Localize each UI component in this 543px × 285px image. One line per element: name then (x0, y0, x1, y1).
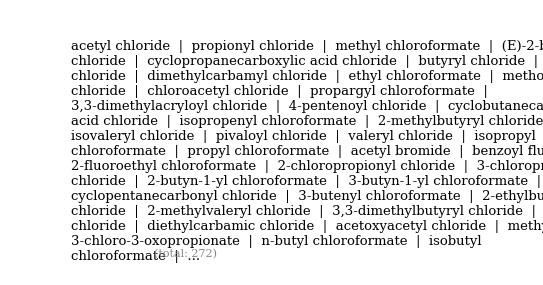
Text: cyclopentanecarbonyl chloride  |  3-butenyl chloroformate  |  2-ethylbutyryl: cyclopentanecarbonyl chloride | 3-buteny… (71, 190, 543, 203)
Text: isovaleryl chloride  |  pivaloyl chloride  |  valeryl chloride  |  isopropyl: isovaleryl chloride | pivaloyl chloride … (71, 130, 536, 143)
Text: chloride  |  chloroacetyl chloride  |  propargyl chloroformate  |: chloride | chloroacetyl chloride | propa… (71, 85, 488, 98)
Text: 3-chloro-3-oxopropionate  |  n-butyl chloroformate  |  isobutyl: 3-chloro-3-oxopropionate | n-butyl chlor… (71, 235, 482, 248)
Text: acid chloride  |  isopropenyl chloroformate  |  2-methylbutyryl chloride  |: acid chloride | isopropenyl chloroformat… (71, 115, 543, 128)
Text: 2-fluoroethyl chloroformate  |  2-chloropropionyl chloride  |  3-chloropropionyl: 2-fluoroethyl chloroformate | 2-chloropr… (71, 160, 543, 173)
Text: chloride  |  2-butyn-1-yl chloroformate  |  3-butyn-1-yl chloroformate  |: chloride | 2-butyn-1-yl chloroformate | … (71, 175, 541, 188)
Text: chloride  |  diethylcarbamic chloride  |  acetoxyacetyl chloride  |  methyl: chloride | diethylcarbamic chloride | ac… (71, 220, 543, 233)
Text: chloroformate  |  propyl chloroformate  |  acetyl bromide  |  benzoyl fluoride  : chloroformate | propyl chloroformate | a… (71, 145, 543, 158)
Text: chloride  |  dimethylcarbamyl chloride  |  ethyl chloroformate  |  methoxyacetyl: chloride | dimethylcarbamyl chloride | e… (71, 70, 543, 83)
Text: acetyl chloride  |  propionyl chloride  |  methyl chloroformate  |  (E)-2-buteno: acetyl chloride | propionyl chloride | m… (71, 40, 543, 53)
Text: chloride  |  cyclopropanecarboxylic acid chloride  |  butyryl chloride  |  isobu: chloride | cyclopropanecarboxylic acid c… (71, 55, 543, 68)
Text: chloride  |  2-methylvaleryl chloride  |  3,3-dimethylbutyryl chloride  |  hexan: chloride | 2-methylvaleryl chloride | 3,… (71, 205, 543, 218)
Text: (total: 272): (total: 272) (154, 249, 217, 259)
Text: 3,3-dimethylacryloyl chloride  |  4-pentenoyl chloride  |  cyclobutanecarboxylic: 3,3-dimethylacryloyl chloride | 4-penten… (71, 100, 543, 113)
Text: chloroformate  |  ...: chloroformate | ... (71, 250, 200, 263)
